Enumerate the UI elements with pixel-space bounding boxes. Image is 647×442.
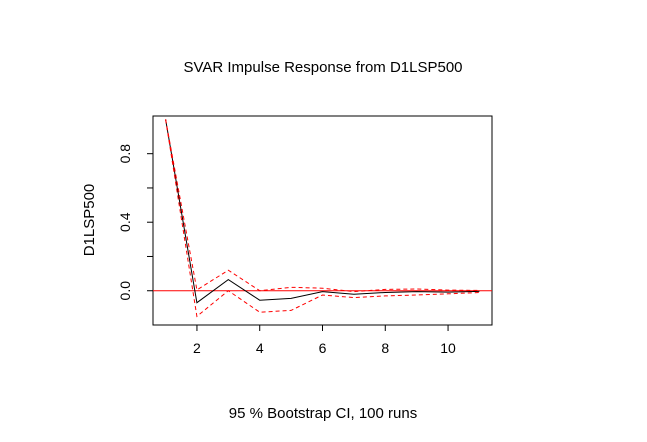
lower-series-line bbox=[165, 119, 480, 318]
y-tick-label: 0.4 bbox=[117, 212, 133, 232]
upper-series-line bbox=[165, 119, 480, 293]
y-tick-label: 0.8 bbox=[117, 144, 133, 164]
x-tick-label: 6 bbox=[319, 340, 327, 356]
x-tick-label: 4 bbox=[256, 340, 264, 356]
y-axis: 0.0 0.4 0.8 bbox=[117, 144, 153, 301]
x-axis: 2 4 6 8 10 bbox=[193, 325, 456, 356]
plot-lines bbox=[153, 119, 492, 318]
x-tick-label: 8 bbox=[381, 340, 389, 356]
y-tick-label: 0.0 bbox=[117, 281, 133, 301]
x-axis-label: 95 % Bootstrap CI, 100 runs bbox=[229, 405, 417, 422]
response-series-line bbox=[165, 119, 480, 304]
x-tick-label: 10 bbox=[440, 340, 456, 356]
chart-title: SVAR Impulse Response from D1LSP500 bbox=[183, 59, 462, 76]
x-tick-label: 2 bbox=[193, 340, 201, 356]
y-axis-label: D1LSP500 bbox=[81, 184, 98, 257]
